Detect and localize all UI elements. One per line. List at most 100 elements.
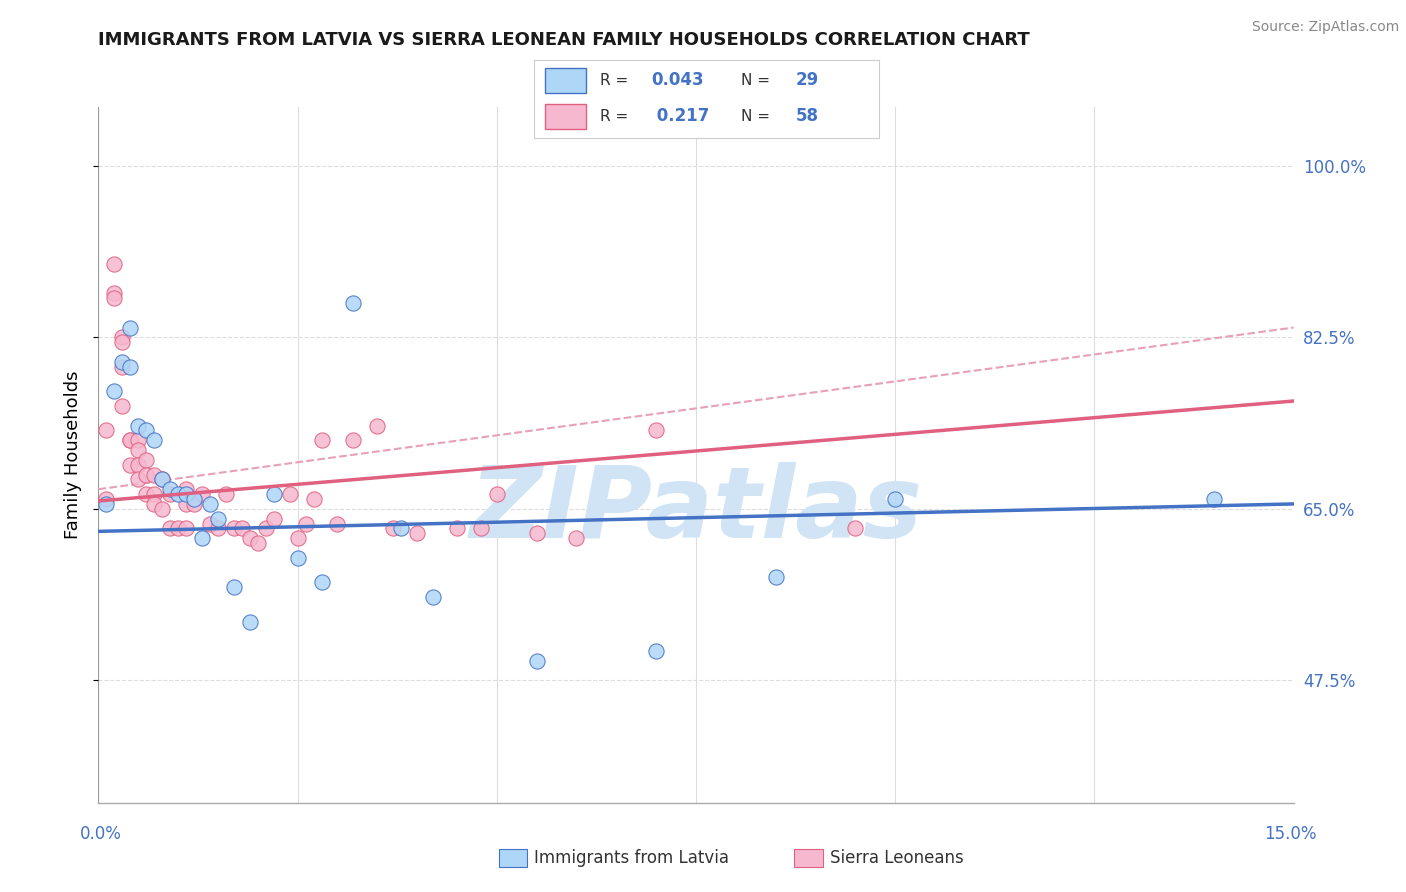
Text: 0.217: 0.217	[651, 107, 710, 125]
Point	[294, 516, 316, 531]
Point	[191, 531, 214, 545]
Point	[326, 516, 349, 531]
Point	[844, 521, 866, 535]
Point	[135, 487, 157, 501]
Text: 0.043: 0.043	[651, 71, 704, 89]
Point	[135, 467, 157, 482]
Point	[96, 491, 118, 506]
Point	[111, 355, 134, 369]
Text: IMMIGRANTS FROM LATVIA VS SIERRA LEONEAN FAMILY HOUSEHOLDS CORRELATION CHART: IMMIGRANTS FROM LATVIA VS SIERRA LEONEAN…	[98, 31, 1031, 49]
Point	[263, 487, 285, 501]
Point	[302, 491, 325, 506]
Text: R =: R =	[600, 72, 633, 87]
Point	[96, 497, 118, 511]
Point	[222, 580, 245, 594]
Point	[127, 458, 149, 472]
Text: Source: ZipAtlas.com: Source: ZipAtlas.com	[1251, 20, 1399, 34]
Point	[143, 434, 166, 448]
Point	[207, 521, 229, 535]
Point	[150, 472, 173, 486]
Point	[198, 516, 221, 531]
Text: N =: N =	[741, 109, 775, 124]
Point	[263, 511, 285, 525]
Point	[127, 434, 149, 448]
Point	[254, 521, 277, 535]
Text: Immigrants from Latvia: Immigrants from Latvia	[534, 849, 730, 867]
Point	[111, 359, 134, 374]
Point	[311, 575, 333, 590]
Point	[159, 487, 181, 501]
Text: ZIPatlas: ZIPatlas	[470, 462, 922, 559]
Point	[183, 491, 205, 506]
Point	[342, 434, 364, 448]
Point	[127, 443, 149, 458]
Point	[111, 399, 134, 413]
Text: Sierra Leoneans: Sierra Leoneans	[830, 849, 963, 867]
Point	[239, 615, 262, 629]
Point	[174, 521, 197, 535]
Point	[174, 482, 197, 496]
Point	[526, 654, 548, 668]
Point	[222, 521, 245, 535]
Point	[127, 418, 149, 433]
Point	[143, 497, 166, 511]
Point	[198, 497, 221, 511]
Point	[287, 531, 309, 545]
Point	[150, 472, 173, 486]
Text: R =: R =	[600, 109, 633, 124]
Text: 58: 58	[796, 107, 820, 125]
Point	[111, 335, 134, 350]
Point	[485, 487, 508, 501]
Y-axis label: Family Households: Family Households	[65, 371, 83, 539]
Point	[120, 359, 142, 374]
Point	[167, 521, 190, 535]
Point	[239, 531, 262, 545]
Point	[446, 521, 468, 535]
Point	[103, 291, 125, 305]
Point	[120, 320, 142, 334]
Point	[645, 644, 668, 658]
Point	[103, 257, 125, 271]
Bar	[544, 68, 586, 93]
Point	[207, 511, 229, 525]
Point	[120, 458, 142, 472]
Point	[150, 501, 173, 516]
Point	[103, 384, 125, 399]
Text: 29: 29	[796, 71, 820, 89]
Text: 15.0%: 15.0%	[1264, 825, 1317, 843]
Point	[884, 491, 907, 506]
Point	[174, 487, 197, 501]
Point	[191, 487, 214, 501]
Point	[422, 590, 444, 604]
Point	[278, 487, 301, 501]
Point	[366, 418, 388, 433]
Point	[135, 424, 157, 438]
Point	[765, 570, 787, 584]
Point	[96, 424, 118, 438]
Point	[143, 467, 166, 482]
Point	[311, 434, 333, 448]
Point	[135, 452, 157, 467]
Point	[526, 526, 548, 541]
Point	[645, 424, 668, 438]
Point	[1202, 491, 1225, 506]
Point	[174, 497, 197, 511]
Point	[246, 536, 269, 550]
Point	[127, 472, 149, 486]
Point	[287, 550, 309, 565]
Point	[406, 526, 429, 541]
Bar	[544, 103, 586, 128]
Point	[120, 434, 142, 448]
Point	[342, 296, 364, 310]
Point	[120, 434, 142, 448]
Point	[143, 487, 166, 501]
Text: 0.0%: 0.0%	[80, 825, 122, 843]
Point	[382, 521, 405, 535]
Point	[389, 521, 412, 535]
Text: N =: N =	[741, 72, 775, 87]
Point	[215, 487, 238, 501]
Point	[231, 521, 253, 535]
Point	[111, 330, 134, 344]
Point	[159, 482, 181, 496]
Point	[159, 521, 181, 535]
